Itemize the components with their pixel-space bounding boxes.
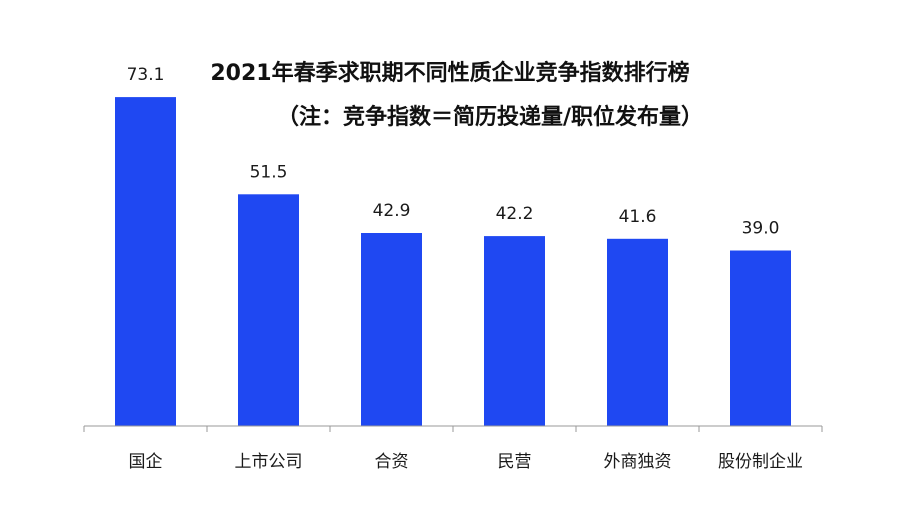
bar-股份制企业 bbox=[730, 250, 791, 426]
bars-group bbox=[115, 97, 791, 427]
x-axis bbox=[83, 425, 823, 432]
x-tick-label: 民营 bbox=[498, 452, 532, 472]
x-tick-label: 合资 bbox=[375, 452, 409, 472]
value-labels-group: 73.1 51.5 42.9 42.2 41.6 39.0 bbox=[127, 65, 780, 238]
value-label: 39.0 bbox=[742, 219, 780, 239]
bar-上市公司 bbox=[238, 194, 299, 427]
x-tick-label: 上市公司 bbox=[235, 452, 303, 472]
chart-title: 2021年春季求职期不同性质企业竞争指数排行榜 bbox=[210, 60, 689, 86]
x-tick-label: 外商独资 bbox=[604, 452, 672, 472]
x-tick-label: 股份制企业 bbox=[718, 452, 803, 472]
value-label: 73.1 bbox=[127, 65, 165, 85]
chart-subtitle: （注：竞争指数＝简历投递量/职位发布量） bbox=[277, 104, 703, 130]
value-label: 51.5 bbox=[250, 162, 288, 182]
x-tick-label: 国企 bbox=[129, 452, 163, 472]
bar-民营 bbox=[484, 236, 545, 426]
bar-外商独资 bbox=[607, 238, 668, 426]
bar-合资 bbox=[361, 233, 422, 426]
value-label: 42.2 bbox=[496, 204, 534, 224]
bar-国企 bbox=[115, 97, 176, 426]
x-tick-labels-group: 国企 上市公司 合资 民营 外商独资 股份制企业 bbox=[129, 452, 804, 472]
value-label: 42.9 bbox=[373, 201, 411, 221]
value-label: 41.6 bbox=[619, 207, 657, 227]
